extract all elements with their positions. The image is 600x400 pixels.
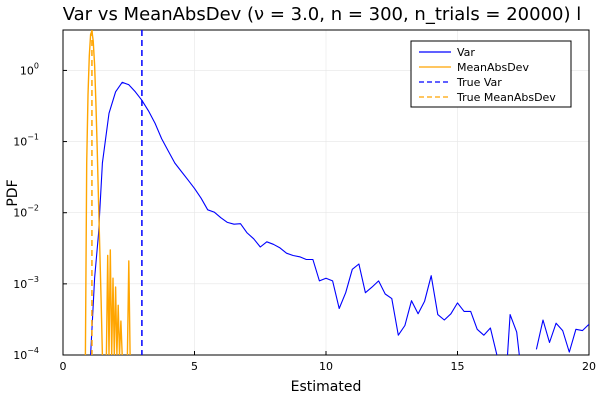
legend-label-true-meanabsdev: True MeanAbsDev — [456, 91, 556, 104]
chart-title: Var vs MeanAbsDev (ν = 3.0, n = 300, n_t… — [63, 4, 582, 25]
y-tick-exponent-0: −4 — [27, 346, 39, 355]
y-tick-exponent-4: 0 — [34, 61, 39, 70]
y-tick-label-4: 100 — [20, 61, 39, 77]
legend-label-true-var: True Var — [456, 76, 502, 89]
legend: Var MeanAbsDev True Var True MeanAbsDev — [410, 40, 572, 108]
legend-label-meanabsdev: MeanAbsDev — [457, 61, 529, 74]
x-tick-label-4: 20 — [582, 360, 596, 373]
y-tick-exponent-2: −2 — [27, 204, 39, 213]
y-tick-exponent-3: −1 — [27, 133, 39, 142]
y-tick-label-0: 10−4 — [13, 346, 39, 362]
series-layer — [84, 30, 589, 355]
x-tick-label-3: 15 — [451, 360, 465, 373]
x-tick-label-1: 5 — [191, 360, 198, 373]
y-tick-exponent-1: −3 — [27, 275, 39, 284]
series-var-line — [90, 81, 589, 355]
y-axis-title: PDF — [5, 179, 21, 206]
legend-label-var: Var — [457, 46, 475, 59]
x-tick-label-2: 10 — [319, 360, 333, 373]
x-tick-label-0: 0 — [60, 360, 67, 373]
series-meanabsdev-line — [84, 30, 131, 355]
x-axis-title: Estimated — [291, 379, 362, 395]
x-axis-ticks: 0 5 10 15 20 — [60, 351, 596, 373]
y-tick-label-3: 10−1 — [13, 133, 39, 149]
y-tick-label-1: 10−3 — [13, 275, 39, 291]
